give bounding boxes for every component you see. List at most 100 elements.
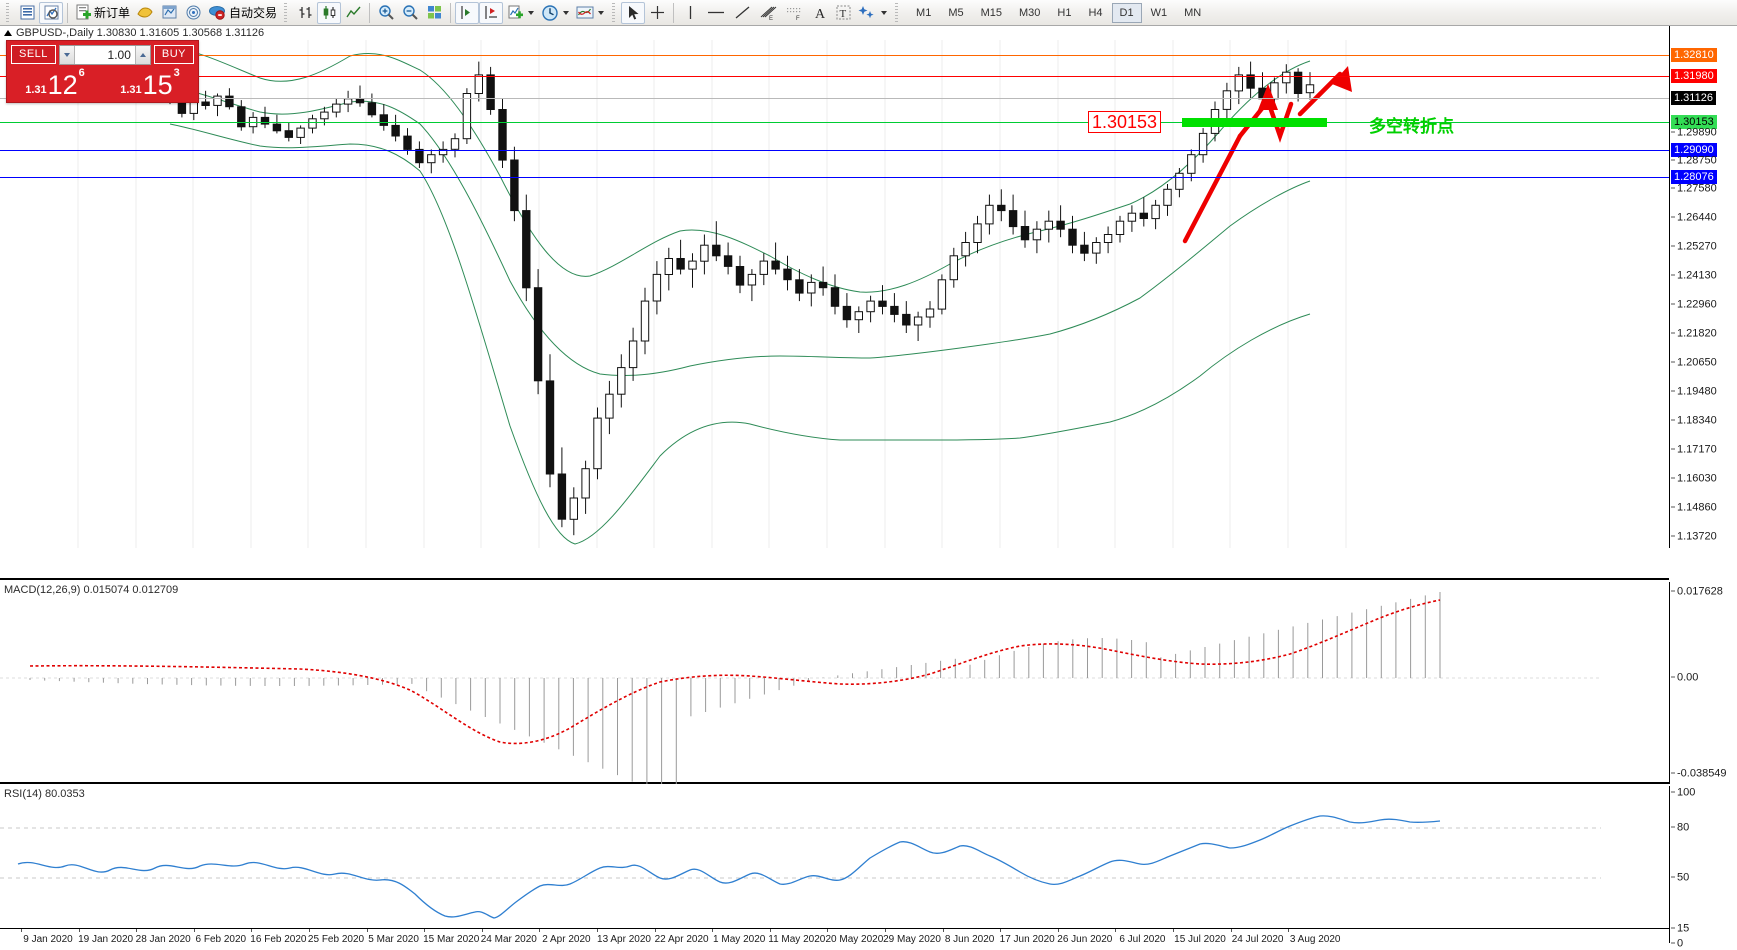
autotrading-button[interactable]: 自动交易 <box>205 2 280 24</box>
periods-dropdown-caret[interactable] <box>563 10 570 15</box>
chart-container[interactable]: GBPUSD-,Daily 1.30830 1.31605 1.30568 1.… <box>0 26 1737 950</box>
price-tick: 1.19480 <box>1671 386 1717 398</box>
timeframe-mn[interactable]: MN <box>1184 6 1202 19</box>
date-axis-label: 3 Aug 2020 <box>1289 934 1341 945</box>
equidistant-channel-icon[interactable]: F <box>781 2 807 24</box>
price-pane[interactable]: GBPUSD-,Daily 1.30830 1.31605 1.30568 1.… <box>0 26 1737 548</box>
one-click-trading-panel[interactable]: SELL 1.00 BUY 1.31 12 6 1.31 15 3 <box>6 40 199 103</box>
timeframe-h1[interactable]: H1 <box>1057 6 1072 19</box>
svg-text:A: A <box>815 7 826 21</box>
price-tick: 1.14860 <box>1671 502 1717 514</box>
zoom-in-icon[interactable] <box>374 2 398 24</box>
bollinger-lower <box>169 123 1311 545</box>
rsi-tick-label: 0 <box>1677 937 1684 950</box>
toolbar-grip-4[interactable] <box>894 2 902 23</box>
timeframe-m5[interactable]: M5 <box>948 6 964 19</box>
crosshair-icon[interactable] <box>645 2 669 24</box>
vertical-line-icon[interactable] <box>678 2 702 24</box>
market-watch-icon[interactable] <box>39 1 63 24</box>
date-axis-label: 20 May 2020 <box>825 934 884 945</box>
indicators-dropdown-caret[interactable] <box>528 10 535 15</box>
date-axis-label: 24 Jul 2020 <box>1231 934 1284 945</box>
hline-1-29090[interactable] <box>0 150 1669 151</box>
sell-price-display[interactable]: 1.31 12 6 <box>9 65 101 99</box>
terminal-icon[interactable] <box>15 2 39 24</box>
macd-histogram <box>29 592 1441 784</box>
templates-icon[interactable] <box>573 2 597 24</box>
periods-icon[interactable] <box>538 2 562 24</box>
date-axis[interactable]: 9 Jan 2020 19 Jan 2020 28 Jan 2020 6 Feb 20… <box>0 928 1669 950</box>
price-tick-label: 1.17170 <box>1677 443 1717 456</box>
price-tick-label: 1.20650 <box>1677 356 1717 369</box>
timeframe-m15[interactable]: M15 <box>980 6 1002 19</box>
zoom-out-icon[interactable] <box>398 2 422 24</box>
hline-1-30153[interactable] <box>0 122 1669 123</box>
buy-price-big: 15 <box>142 70 173 100</box>
data-window-icon[interactable] <box>133 2 157 24</box>
cursor-icon[interactable] <box>621 1 646 24</box>
candlestick-chart-icon[interactable] <box>317 1 342 24</box>
auto-scroll-icon[interactable] <box>479 1 504 24</box>
date-tick <box>1173 929 1174 932</box>
date-tick <box>481 929 483 932</box>
macd-axis[interactable]: 0.017628 0.00 -0.038549 <box>1669 582 1737 784</box>
strategy-tester-icon[interactable] <box>181 2 205 24</box>
line-chart-icon[interactable] <box>341 2 365 24</box>
rsi-pane[interactable]: RSI(14) 80.0353 100 80 50 15 0 <box>0 786 1737 949</box>
price-tick: 1.22960 <box>1671 299 1717 311</box>
text-label-icon[interactable]: T <box>831 2 855 24</box>
templates-dropdown-caret[interactable] <box>598 10 605 15</box>
rsi-axis[interactable]: 100 80 50 15 0 <box>1669 786 1737 949</box>
hline-1-32810[interactable] <box>0 55 1669 56</box>
trendline-icon[interactable] <box>730 2 755 24</box>
date-axis-label: 9 Jan 2020 <box>23 934 73 945</box>
volume-stepper[interactable]: 1.00 <box>58 44 151 65</box>
price-plot <box>77 40 1352 548</box>
price-tick: 1.18340 <box>1671 415 1717 427</box>
price-tick: 1.29890 <box>1671 127 1717 139</box>
timeframe-d1[interactable]: D1 <box>1111 2 1142 23</box>
date-tick <box>1230 929 1232 932</box>
fibonacci-icon[interactable]: E <box>755 2 781 24</box>
collapse-triangle-icon[interactable] <box>4 30 12 36</box>
timeframe-h4[interactable]: H4 <box>1088 6 1103 19</box>
sell-button[interactable]: SELL <box>11 45 56 64</box>
volume-increase-button[interactable] <box>134 45 150 64</box>
volume-input[interactable]: 1.00 <box>107 47 131 62</box>
horizontal-line-icon[interactable] <box>702 2 730 24</box>
price-axis[interactable]: 1.32810 1.31980 1.31126 1.30153 1.29090 … <box>1669 26 1737 548</box>
hline-1-28076[interactable] <box>0 177 1669 178</box>
date-axis-label: 5 Mar 2020 <box>368 934 419 945</box>
bar-chart-icon[interactable] <box>293 2 317 24</box>
date-tick <box>78 929 80 932</box>
tile-windows-icon[interactable] <box>422 2 446 24</box>
sell-price-sup: 6 <box>78 67 85 79</box>
toolbar-grip-3[interactable] <box>611 2 619 23</box>
shapes-dropdown-caret[interactable] <box>881 10 888 15</box>
date-tick <box>366 929 368 932</box>
chart-shift-icon[interactable] <box>455 1 480 24</box>
shapes-icon[interactable] <box>855 2 880 24</box>
buy-button[interactable]: BUY <box>153 45 194 64</box>
new-order-button[interactable]: 新订单 <box>72 2 133 24</box>
date-tick <box>424 929 426 932</box>
buy-price-display[interactable]: 1.31 15 3 <box>104 65 196 99</box>
navigator-icon[interactable] <box>157 2 181 24</box>
pane-separator-rsi[interactable] <box>0 782 1669 784</box>
text-icon[interactable]: A <box>807 2 831 24</box>
timeframe-w1[interactable]: W1 <box>1150 6 1168 19</box>
hline-1-31980[interactable] <box>0 76 1669 77</box>
date-tick <box>1000 929 1002 932</box>
date-tick <box>251 929 253 932</box>
toolbar-grip-2[interactable] <box>283 2 291 23</box>
date-tick <box>769 929 771 932</box>
timeframe-m1[interactable]: M1 <box>916 6 932 19</box>
price-badge-1-32810: 1.32810 <box>1671 48 1717 62</box>
pane-separator-macd[interactable] <box>0 578 1669 580</box>
hline-1-31126-current[interactable] <box>0 98 1669 99</box>
volume-decrease-button[interactable] <box>59 45 75 64</box>
toolbar-grip[interactable] <box>5 2 12 23</box>
macd-pane[interactable]: MACD(12,26,9) 0.015074 0.012709 0.017628… <box>0 582 1737 784</box>
indicators-icon[interactable] <box>503 2 527 24</box>
timeframe-m30[interactable]: M30 <box>1019 6 1041 19</box>
